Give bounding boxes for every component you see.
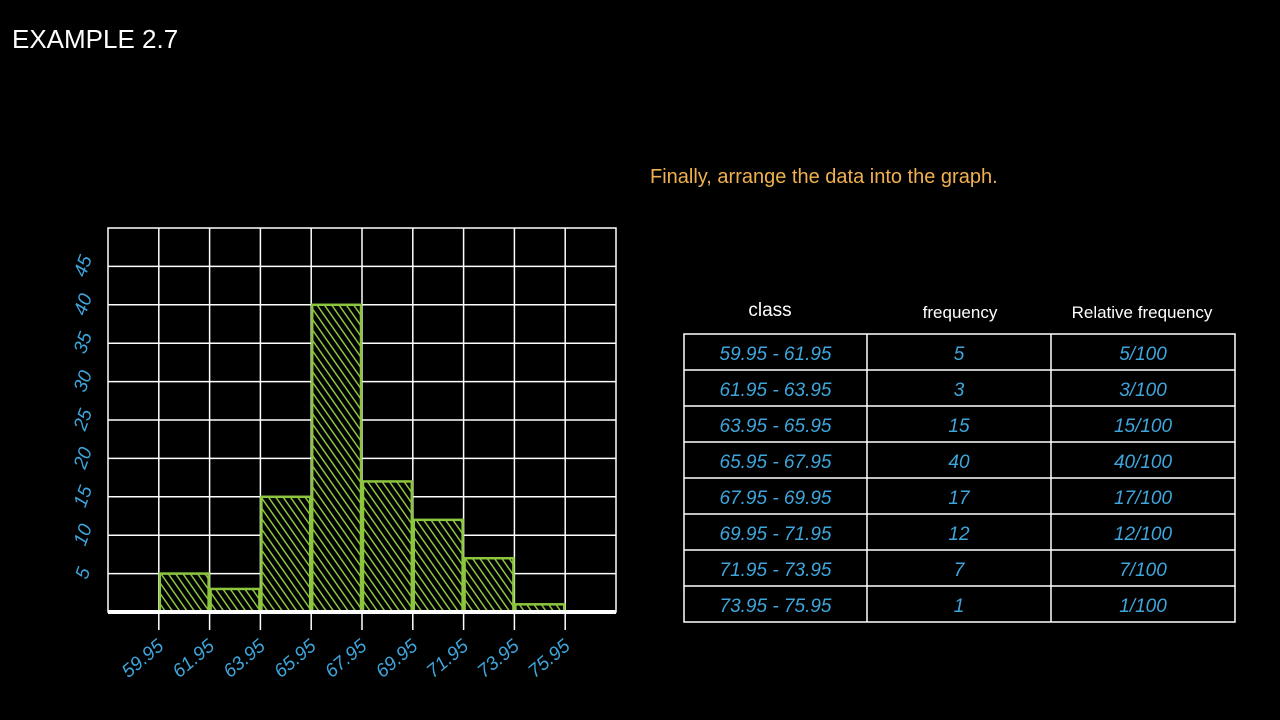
table-cell: 69.95 - 71.95 (720, 524, 832, 545)
bar (260, 495, 312, 614)
bar (209, 587, 261, 614)
table-cell: 1 (954, 596, 965, 617)
table-cell: 71.95 - 73.95 (720, 560, 832, 581)
table-cell: 17 (948, 488, 971, 509)
table-cell: 7 (954, 560, 966, 581)
slide-title: EXAMPLE 2.7 (12, 24, 178, 54)
table-cell: 40 (948, 452, 970, 473)
table-cell: 3/100 (1119, 380, 1167, 401)
bar (463, 556, 515, 614)
table-cell: 63.95 - 65.95 (720, 416, 832, 437)
table-cell: 5/100 (1119, 344, 1167, 365)
bar (361, 480, 414, 614)
column-header: frequency (923, 303, 998, 322)
table-cell: 12/100 (1114, 524, 1173, 545)
table-cell: 15 (948, 416, 970, 437)
table-cell: 40/100 (1114, 452, 1173, 473)
bar (412, 518, 464, 614)
column-header: class (748, 300, 791, 321)
table-cell: 7/100 (1119, 560, 1167, 581)
table-cell: 65.95 - 67.95 (720, 452, 832, 473)
table-cell: 17/100 (1114, 488, 1173, 509)
table-cell: 1/100 (1119, 596, 1167, 617)
table-cell: 67.95 - 69.95 (720, 488, 832, 509)
table-cell: 12 (948, 524, 970, 545)
instruction: Finally, arrange the data into the graph… (650, 166, 998, 188)
table-cell: 61.95 - 63.95 (720, 380, 832, 401)
table-cell: 59.95 - 61.95 (720, 344, 832, 365)
bar (310, 303, 363, 614)
table-cell: 15/100 (1114, 416, 1173, 437)
frequency-table: class frequency Relative frequency 59.95 - … (683, 300, 1236, 623)
column-header: Relative frequency (1072, 303, 1213, 322)
bar (158, 572, 210, 614)
table-cell: 5 (954, 344, 965, 365)
table-cell: 73.95 - 75.95 (720, 596, 832, 617)
table-cell: 3 (954, 380, 965, 401)
